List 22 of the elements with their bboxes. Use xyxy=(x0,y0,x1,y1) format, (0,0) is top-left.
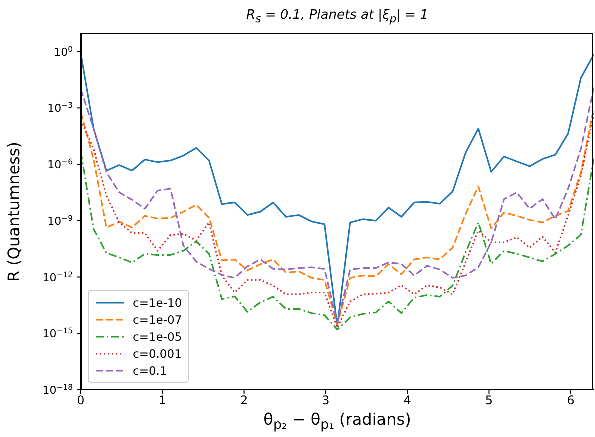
legend-label: c=0.1 xyxy=(133,364,168,378)
y-tick-label: 10$^{−15}$ xyxy=(42,326,74,341)
y-tick-label: 10$^{−18}$ xyxy=(42,382,74,397)
x-tick-label: 5 xyxy=(485,394,494,408)
y-tick-label: 10$^{−12}$ xyxy=(42,270,74,284)
x-tick-label: 3 xyxy=(322,394,330,408)
x-axis-title: θ$_{p₂}$ − θ$_{p₁}$ (radians) xyxy=(262,410,412,434)
legend-label: c=1e-07 xyxy=(133,312,182,326)
y-axis-title: R (Quantumness) xyxy=(4,142,24,282)
x-tick-label: 6 xyxy=(567,394,575,408)
chart-title: R$_{s}$ = 0.1, Planets at |ξ$_{p}$| = 1 xyxy=(246,8,430,26)
y-tick-label: 10$^{−3}$ xyxy=(48,100,74,116)
y-tick-label: 10$^{−6}$ xyxy=(48,157,74,172)
legend-label: c=0.001 xyxy=(133,346,182,360)
y-tick-label: 10$^{−9}$ xyxy=(48,213,74,228)
x-tick-label: 1 xyxy=(158,394,166,408)
x-tick-label: 4 xyxy=(404,394,412,408)
x-tick-label: 2 xyxy=(240,394,248,408)
x-tick-label: 0 xyxy=(77,394,85,408)
legend-label: c=1e-05 xyxy=(133,330,182,344)
y-tick-label: 10$^{0}$ xyxy=(54,44,74,59)
legend-label: c=1e-10 xyxy=(133,296,182,310)
